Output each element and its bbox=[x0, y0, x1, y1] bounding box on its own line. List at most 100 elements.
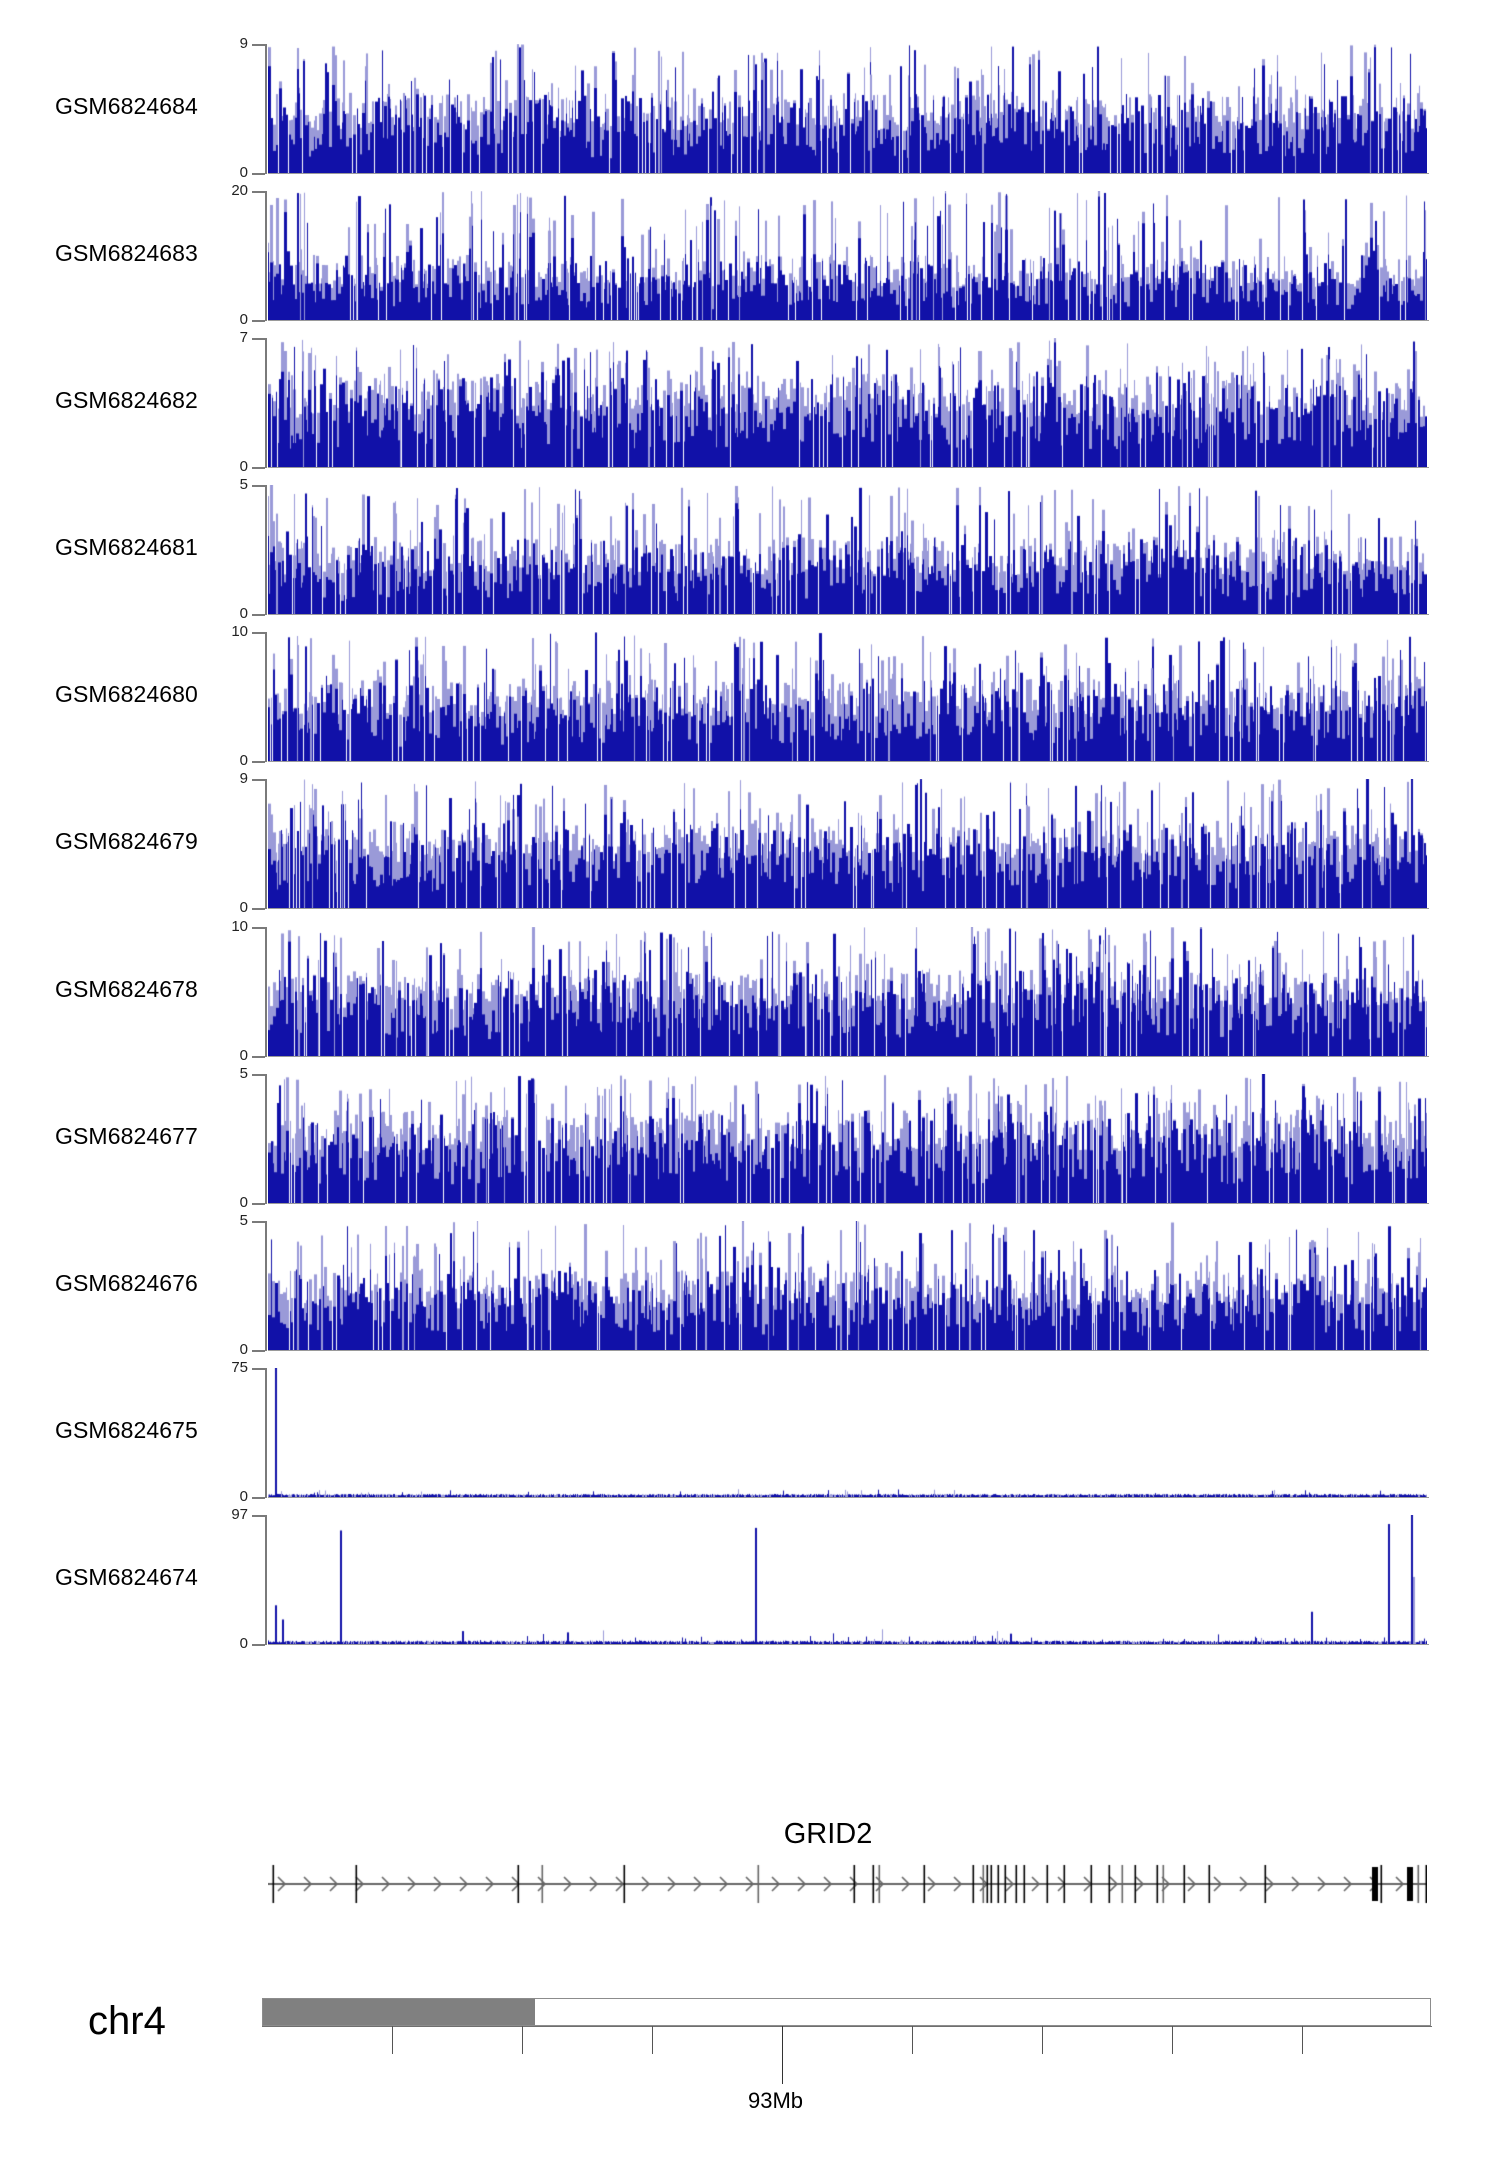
coverage-plot-area[interactable] bbox=[268, 1368, 1427, 1497]
y-axis-min-label: 0 bbox=[239, 899, 248, 916]
y-axis-min-label: 0 bbox=[239, 1047, 248, 1064]
y-axis-max-label: 9 bbox=[239, 770, 248, 787]
y-axis-tick-min bbox=[252, 908, 265, 910]
track-label-gsm6824675: GSM6824675 bbox=[55, 1416, 198, 1443]
track-label-gsm6824676: GSM6824676 bbox=[55, 1269, 198, 1296]
y-axis-max-label: 10 bbox=[231, 918, 248, 935]
y-axis-tick-min bbox=[252, 1644, 265, 1646]
coverage-plot-area[interactable] bbox=[268, 632, 1427, 761]
y-axis-max-label: 5 bbox=[239, 476, 248, 493]
coverage-canvas bbox=[268, 1074, 1427, 1203]
track-baseline bbox=[268, 1350, 1429, 1351]
y-axis-line bbox=[265, 338, 267, 468]
coverage-canvas bbox=[268, 1368, 1427, 1497]
y-axis-max-label: 7 bbox=[239, 329, 248, 346]
coverage-plot-area[interactable] bbox=[268, 927, 1427, 1056]
coverage-canvas bbox=[268, 927, 1427, 1056]
track-label-gsm6824681: GSM6824681 bbox=[55, 533, 198, 560]
coverage-plot-area[interactable] bbox=[268, 338, 1427, 467]
y-axis-min-label: 0 bbox=[239, 1635, 248, 1652]
y-axis-tick-min bbox=[252, 761, 265, 763]
coordinate-tick bbox=[912, 2026, 913, 2054]
y-axis-min-label: 0 bbox=[239, 1488, 248, 1505]
coordinate-tick bbox=[1042, 2026, 1043, 2054]
y-axis-min-label: 0 bbox=[239, 605, 248, 622]
coverage-canvas bbox=[268, 779, 1427, 908]
y-axis-line bbox=[265, 779, 267, 909]
track-baseline bbox=[268, 320, 1429, 321]
y-axis-tick-min bbox=[252, 1203, 265, 1205]
y-axis-line bbox=[265, 44, 267, 174]
coordinate-tick bbox=[1172, 2026, 1173, 2054]
track-label-gsm6824679: GSM6824679 bbox=[55, 827, 198, 854]
y-axis-tick-min bbox=[252, 1056, 265, 1058]
y-axis-line bbox=[265, 927, 267, 1057]
coverage-plot-area[interactable] bbox=[268, 44, 1427, 173]
y-axis-max-label: 10 bbox=[231, 623, 248, 640]
gene-model-track[interactable] bbox=[268, 1856, 1427, 1912]
track-baseline bbox=[268, 908, 1429, 909]
y-axis-min-label: 0 bbox=[239, 164, 248, 181]
coordinate-tick bbox=[652, 2026, 653, 2054]
y-axis-tick-min bbox=[252, 1350, 265, 1352]
ideogram-highlight-band bbox=[263, 1999, 535, 2025]
chromosome-label: chr4 bbox=[88, 1999, 166, 2043]
coverage-canvas bbox=[268, 191, 1427, 320]
y-axis-tick-max bbox=[252, 1368, 265, 1370]
coverage-canvas bbox=[268, 632, 1427, 761]
y-axis-line bbox=[265, 485, 267, 615]
track-label-gsm6824677: GSM6824677 bbox=[55, 1122, 198, 1149]
track-label-gsm6824678: GSM6824678 bbox=[55, 975, 198, 1002]
y-axis-max-label: 20 bbox=[231, 182, 248, 199]
y-axis-min-label: 0 bbox=[239, 458, 248, 475]
track-label-gsm6824674: GSM6824674 bbox=[55, 1563, 198, 1590]
y-axis-tick-max bbox=[252, 927, 265, 929]
coordinate-tick bbox=[1302, 2026, 1303, 2054]
coverage-canvas bbox=[268, 44, 1427, 173]
coverage-canvas bbox=[268, 338, 1427, 467]
y-axis-max-label: 5 bbox=[239, 1212, 248, 1229]
y-axis-tick-min bbox=[252, 173, 265, 175]
y-axis-tick-max bbox=[252, 191, 265, 193]
coverage-canvas bbox=[268, 1221, 1427, 1350]
y-axis-min-label: 0 bbox=[239, 311, 248, 328]
y-axis-max-label: 97 bbox=[231, 1506, 248, 1523]
y-axis-tick-max bbox=[252, 1221, 265, 1223]
y-axis-line bbox=[265, 1074, 267, 1204]
y-axis-line bbox=[265, 1368, 267, 1498]
coordinate-tick-label: 93Mb bbox=[748, 2088, 804, 2113]
y-axis-line bbox=[265, 191, 267, 321]
coordinate-tick-major bbox=[782, 2026, 783, 2084]
track-baseline bbox=[268, 467, 1429, 468]
track-baseline bbox=[268, 1203, 1429, 1204]
track-label-gsm6824683: GSM6824683 bbox=[55, 239, 198, 266]
y-axis-tick-max bbox=[252, 779, 265, 781]
y-axis-tick-min bbox=[252, 614, 265, 616]
coverage-canvas bbox=[268, 485, 1427, 614]
y-axis-min-label: 0 bbox=[239, 1194, 248, 1211]
y-axis-line bbox=[265, 632, 267, 762]
coverage-plot-area[interactable] bbox=[268, 191, 1427, 320]
y-axis-tick-max bbox=[252, 338, 265, 340]
coverage-plot-area[interactable] bbox=[268, 1221, 1427, 1350]
y-axis-tick-max bbox=[252, 1515, 265, 1517]
track-baseline bbox=[268, 1644, 1429, 1645]
y-axis-tick-min bbox=[252, 320, 265, 322]
track-label-gsm6824684: GSM6824684 bbox=[55, 92, 198, 119]
track-baseline bbox=[268, 614, 1429, 615]
y-axis-max-label: 75 bbox=[231, 1359, 248, 1376]
y-axis-min-label: 0 bbox=[239, 752, 248, 769]
coverage-plot-area[interactable] bbox=[268, 1515, 1427, 1644]
track-label-gsm6824680: GSM6824680 bbox=[55, 680, 198, 707]
coverage-canvas bbox=[268, 1515, 1427, 1644]
coverage-plot-area[interactable] bbox=[268, 1074, 1427, 1203]
y-axis-tick-max bbox=[252, 632, 265, 634]
coordinate-tick bbox=[522, 2026, 523, 2054]
track-baseline bbox=[268, 761, 1429, 762]
coverage-plot-area[interactable] bbox=[268, 485, 1427, 614]
y-axis-line bbox=[265, 1515, 267, 1645]
track-baseline bbox=[268, 1497, 1429, 1498]
gene-name-label[interactable]: GRID2 bbox=[783, 1818, 873, 1850]
coverage-plot-area[interactable] bbox=[268, 779, 1427, 908]
